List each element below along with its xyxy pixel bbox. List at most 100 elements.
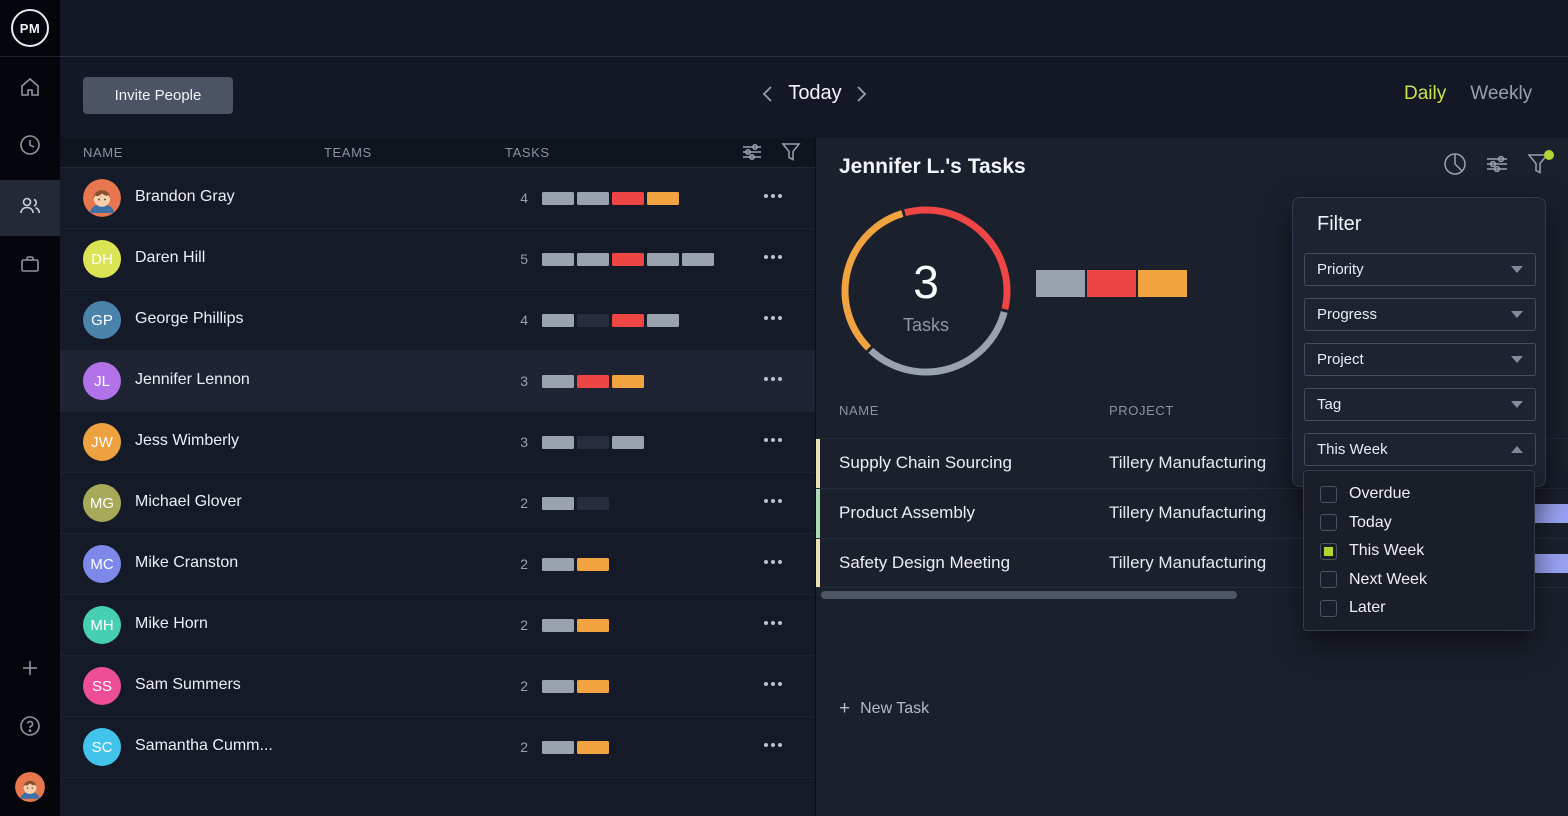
task-bar-segment: [647, 192, 679, 205]
chevron-down-icon: [1511, 401, 1523, 408]
row-menu-button[interactable]: [758, 194, 788, 198]
person-row[interactable]: GP George Phillips 4: [60, 290, 815, 351]
row-menu-button[interactable]: [758, 377, 788, 381]
row-menu-button[interactable]: [758, 682, 788, 686]
filter-icon[interactable]: [781, 141, 803, 163]
task-bar-segment: [542, 436, 574, 449]
checkbox[interactable]: [1320, 485, 1337, 503]
filter-icon[interactable]: [1526, 150, 1554, 177]
task-bar-segment: [612, 314, 644, 327]
task-count: 4: [520, 312, 528, 328]
chevron-up-icon: [1511, 446, 1523, 453]
task-progress-bars: [542, 192, 679, 205]
filter-option[interactable]: Today: [1304, 509, 1534, 538]
people-panel: NAME TEAMS TASKS Brandon Gray 4 DH Daren Hi…: [60, 138, 815, 816]
brand-logo[interactable]: PM: [11, 9, 49, 47]
view-daily-tab[interactable]: Daily: [1404, 83, 1447, 104]
avatar: MG: [83, 484, 121, 522]
row-menu-button[interactable]: [758, 499, 788, 503]
task-bar-segment: [577, 436, 609, 449]
checkbox[interactable]: [1320, 514, 1337, 532]
row-menu-button[interactable]: [758, 743, 788, 747]
dot-icon: [771, 194, 775, 198]
chart-icon[interactable]: [1442, 151, 1468, 177]
settings-sliders-icon[interactable]: [1484, 151, 1510, 177]
person-row[interactable]: MC Mike Cranston 2: [60, 534, 815, 595]
dot-icon: [764, 255, 768, 259]
settings-sliders-icon[interactable]: [741, 141, 763, 163]
dot-icon: [771, 377, 775, 381]
task-row[interactable]: Safety Design Meeting Tillery Manufacturi…: [816, 538, 1568, 588]
task-name: Product Assembly: [839, 503, 976, 522]
sidebar-item-add[interactable]: [0, 642, 60, 698]
task-bar-segment: [542, 497, 574, 510]
sidebar-item-team[interactable]: [0, 180, 60, 236]
dot-icon: [778, 194, 782, 198]
dot-icon: [778, 621, 782, 625]
filter-dropdown-priority[interactable]: Priority: [1304, 253, 1536, 286]
sidebar-item-help[interactable]: [0, 700, 60, 756]
checkbox[interactable]: [1320, 599, 1337, 617]
sidebar-item-home[interactable]: [0, 61, 60, 117]
new-task-button[interactable]: + New Task: [839, 698, 929, 720]
next-day-icon[interactable]: [856, 84, 868, 104]
task-bar-segment: [577, 558, 609, 571]
task-bar-segment: [542, 741, 574, 754]
task-count: 4: [520, 190, 528, 206]
filter-option[interactable]: Overdue: [1304, 480, 1534, 509]
filter-dropdown-tag[interactable]: Tag: [1304, 388, 1536, 421]
filter-option[interactable]: This Week: [1304, 537, 1534, 566]
dot-icon: [764, 194, 768, 198]
checkbox[interactable]: [1320, 571, 1337, 589]
avatar: [83, 179, 121, 217]
filter-option[interactable]: Later: [1304, 594, 1534, 623]
filter-option[interactable]: Next Week: [1304, 566, 1534, 595]
filter-dropdown-progress[interactable]: Progress: [1304, 298, 1536, 331]
row-menu-button[interactable]: [758, 560, 788, 564]
task-bar-segment: [542, 192, 574, 205]
task-rows: Supply Chain Sourcing Tillery Manufacturi…: [816, 438, 1568, 588]
person-row[interactable]: SC Samantha Cumm... 2: [60, 717, 815, 778]
sidebar-item-time[interactable]: [0, 119, 60, 175]
dot-icon: [778, 499, 782, 503]
person-row[interactable]: MG Michael Glover 2: [60, 473, 815, 534]
view-weekly-tab[interactable]: Weekly: [1470, 83, 1533, 104]
column-name: NAME: [839, 403, 879, 418]
chevron-down-icon: [1511, 311, 1523, 318]
filter-option-label: Later: [1349, 599, 1386, 617]
person-row[interactable]: DH Daren Hill 5: [60, 229, 815, 290]
row-menu-button[interactable]: [758, 255, 788, 259]
tasks-status-bar: [1036, 270, 1187, 297]
person-row[interactable]: JW Jess Wimberly 3: [60, 412, 815, 473]
row-menu-button[interactable]: [758, 316, 788, 320]
prev-day-icon[interactable]: [762, 84, 774, 104]
task-bar-segment: [577, 497, 609, 510]
person-name: Daren Hill: [135, 249, 206, 266]
donut-label: Tasks: [902, 315, 949, 335]
person-row[interactable]: MH Mike Horn 2: [60, 595, 815, 656]
sidebar-item-projects[interactable]: [0, 238, 60, 294]
invite-people-button[interactable]: Invite People: [83, 77, 233, 114]
task-progress-bars: [542, 375, 644, 388]
person-row[interactable]: SS Sam Summers 2: [60, 656, 815, 717]
row-menu-button[interactable]: [758, 438, 788, 442]
avatar: MH: [83, 606, 121, 644]
person-row[interactable]: Brandon Gray 4: [60, 168, 815, 229]
filter-option-label: This Week: [1349, 542, 1425, 560]
avatar: SC: [83, 728, 121, 766]
user-avatar[interactable]: [15, 772, 45, 802]
task-bar-segment: [542, 314, 574, 327]
filter-dropdown-date[interactable]: This Week: [1304, 433, 1536, 466]
horizontal-scrollbar[interactable]: [821, 591, 1237, 599]
briefcase-icon: [18, 252, 42, 281]
task-row[interactable]: Supply Chain Sourcing Tillery Manufacturi…: [816, 438, 1568, 488]
dot-icon: [771, 621, 775, 625]
filter-option-label: Next Week: [1349, 570, 1427, 588]
row-menu-button[interactable]: [758, 621, 788, 625]
filter-panel: Filter Priority Progress Project Tag This W…: [1292, 197, 1546, 487]
person-row[interactable]: JL Jennifer Lennon 3: [60, 351, 815, 412]
person-name: George Phillips: [135, 310, 244, 327]
checkbox-checked[interactable]: [1320, 542, 1337, 560]
task-bar-segment: [682, 253, 714, 266]
filter-dropdown-project[interactable]: Project: [1304, 343, 1536, 376]
